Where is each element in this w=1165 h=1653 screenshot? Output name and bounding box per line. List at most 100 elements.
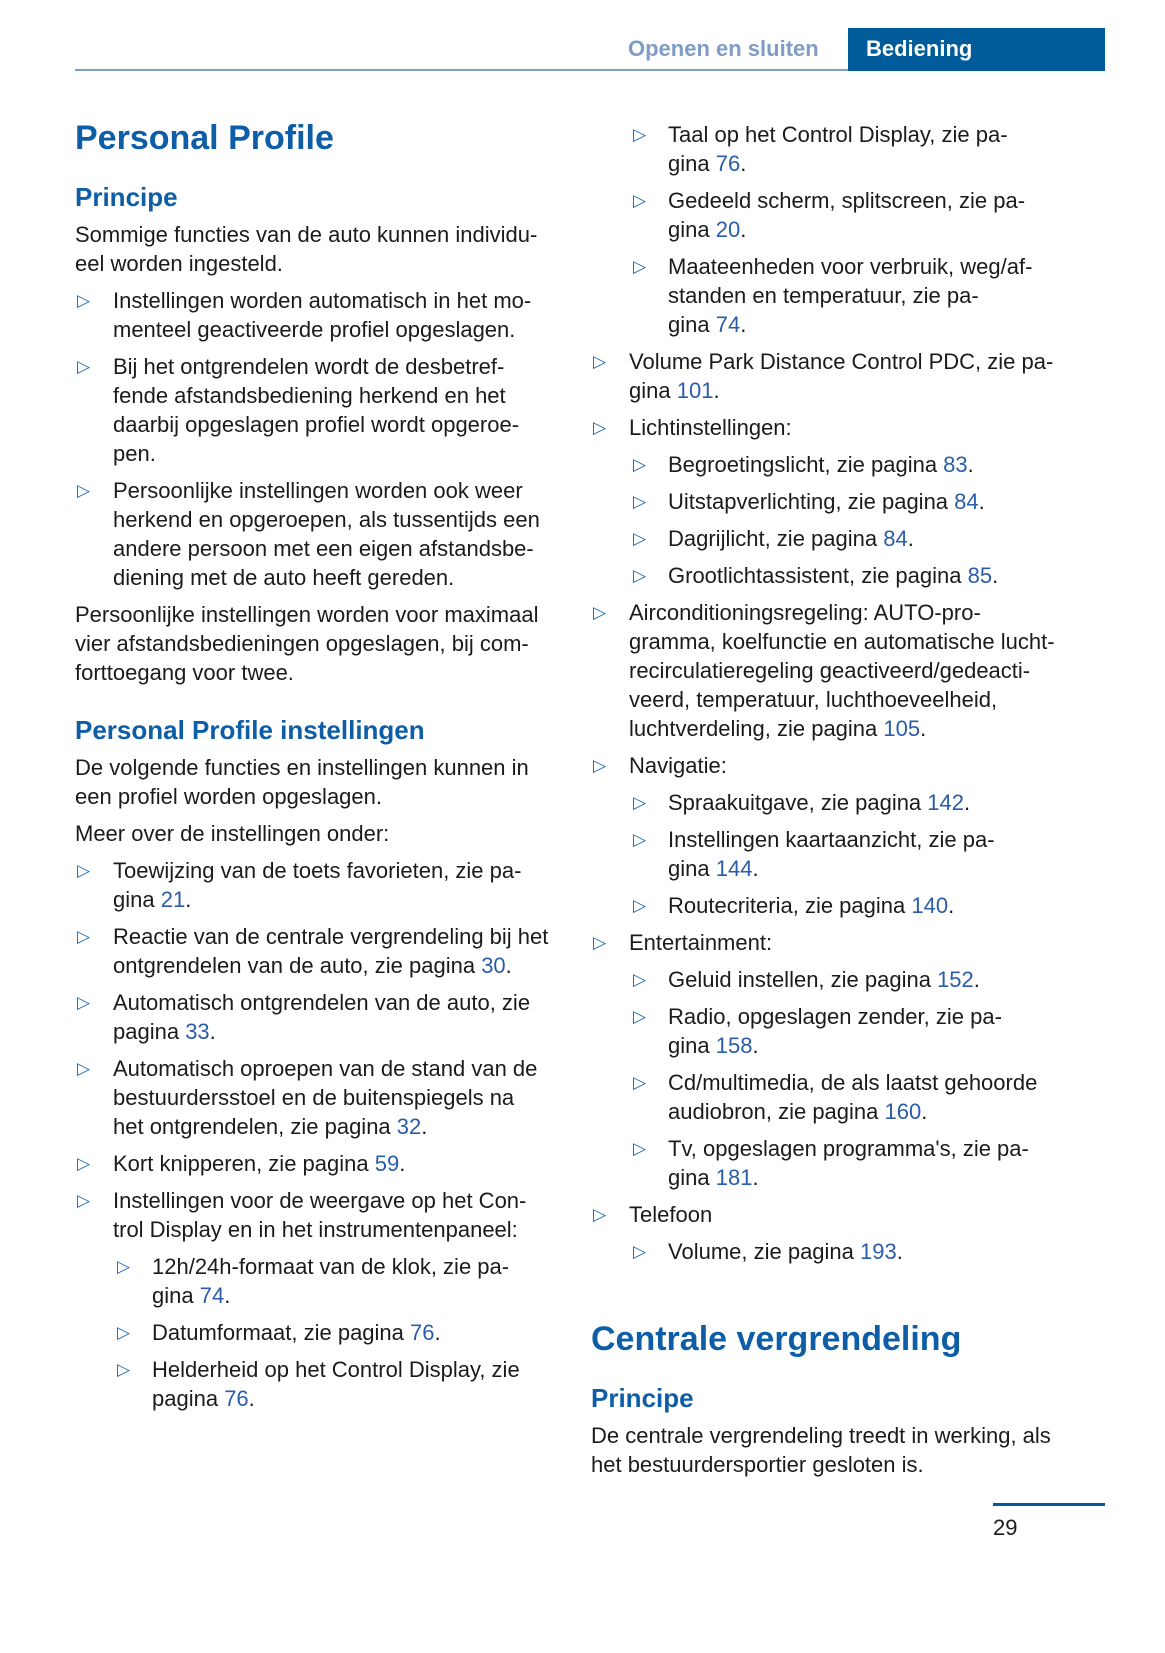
bullet-triangle-icon: ▷ — [593, 933, 607, 952]
header-section-current-label: Bediening — [866, 36, 973, 61]
list-item: ▷ Toewijzing van de toets favorieten, zie… — [75, 856, 575, 914]
period: . — [224, 1283, 231, 1308]
text: Principe — [591, 1383, 694, 1413]
list-item: ▷ Entertainment: — [591, 928, 1091, 957]
page-link[interactable]: 101 — [676, 378, 714, 403]
text-line: Instellingen worden automatisch in het m… — [113, 286, 575, 315]
text-line: Instellingen voor de weergave op het Con… — [113, 1186, 575, 1215]
bullet-triangle-icon: ▷ — [633, 125, 647, 144]
page-link[interactable]: 193 — [860, 1239, 897, 1264]
page-link[interactable]: 160 — [884, 1099, 922, 1124]
text-line: recirculatieregeling geactiveerd/gedeact… — [629, 656, 1091, 685]
text: Grootlichtassistent, zie pagina — [668, 563, 968, 588]
list-item: ▷ Instellingen voor de weergave op het Co… — [75, 1186, 575, 1244]
text: Uitstapverlichting, zie pagina — [668, 489, 955, 514]
text-line: Persoonlijke instellingen worden ook wee… — [113, 476, 575, 505]
period: . — [434, 1320, 441, 1345]
page-link[interactable]: 30 — [481, 953, 506, 978]
page-link[interactable]: 59 — [374, 1151, 400, 1176]
page-link[interactable]: 74 — [199, 1283, 225, 1308]
page-link[interactable]: 33 — [185, 1019, 210, 1044]
page-link[interactable]: 152 — [937, 967, 974, 992]
text-line: Personal Profile — [75, 118, 575, 158]
period: . — [505, 953, 512, 978]
text-line: herkend en opgeroepen, als tussentijds e… — [113, 505, 575, 534]
page-link[interactable]: 76 — [715, 151, 741, 176]
sub-list-item: ▷ Uitstapverlichting, zie pagina 84. — [591, 487, 1091, 516]
bullet-triangle-icon: ▷ — [117, 1257, 131, 1276]
list-item: ▷ Bij het ontgrendelen wordt de desbetref… — [75, 352, 575, 468]
bullet-triangle-icon: ▷ — [633, 455, 647, 474]
text: Sommige functies van de auto kunnen indi… — [75, 222, 538, 247]
page-link[interactable]: 142 — [927, 790, 965, 815]
text-line: pagina 76. — [152, 1384, 575, 1413]
sub-list-item: ▷ Routecriteria, zie pagina 140. — [591, 891, 1091, 920]
text-line: een profiel worden opgeslagen. — [75, 782, 575, 811]
text: gina — [668, 312, 716, 337]
page-link[interactable]: 20 — [715, 217, 741, 242]
text-line: Spraakuitgave, zie pagina 142. — [668, 788, 1091, 817]
bullet-triangle-icon: ▷ — [633, 1242, 647, 1261]
text: pagina — [113, 1019, 186, 1044]
page-link[interactable]: 158 — [715, 1033, 753, 1058]
list-item: ▷ Kort knipperen, zie pagina 59. — [75, 1149, 575, 1178]
page-link[interactable]: 85 — [967, 563, 993, 588]
right-column: ▷ Taal op het Control Display, zie pa-gin… — [591, 120, 1091, 1479]
text-line: Entertainment: — [629, 928, 1091, 957]
page-link[interactable]: 105 — [883, 716, 921, 741]
text: herkend en opgeroepen, als tussentijds e… — [113, 507, 540, 532]
text-line: ontgrendelen van de auto, zie pagina 30. — [113, 951, 575, 980]
page-link[interactable]: 74 — [715, 312, 741, 337]
text: standen en temperatuur, zie pa- — [668, 283, 979, 308]
text: Automatisch oproepen van de stand van de — [113, 1056, 538, 1081]
header-section-current[interactable]: Bediening — [848, 28, 1105, 71]
text: gina — [668, 217, 716, 242]
page-link[interactable]: 181 — [715, 1165, 753, 1190]
page-link[interactable]: 144 — [715, 856, 753, 881]
page-link[interactable]: 32 — [396, 1114, 422, 1139]
text-line: Persoonlijke instellingen worden voor ma… — [75, 600, 575, 629]
text-line: Cd/multimedia, de als laatst gehoorde — [668, 1068, 1091, 1097]
text-line: gina 181. — [668, 1163, 1091, 1192]
period: . — [752, 1165, 759, 1190]
footer-rule — [993, 1503, 1105, 1506]
bullet-triangle-icon: ▷ — [117, 1323, 131, 1342]
text-line: Geluid instellen, zie pagina 152. — [668, 965, 1091, 994]
page-number: 29 — [993, 1515, 1018, 1540]
text-line: Instellingen kaartaanzicht, zie pa- — [668, 825, 1091, 854]
sub-list-item: ▷ Taal op het Control Display, zie pa-gin… — [591, 120, 1091, 178]
page-link[interactable]: 84 — [954, 489, 979, 514]
text: Bij het ontgrendelen wordt de desbetref- — [113, 354, 505, 379]
text: menteel geactiveerde profiel opgeslagen. — [113, 317, 516, 342]
header-rule — [75, 69, 848, 71]
bullet-triangle-icon: ▷ — [633, 896, 647, 915]
text: Lichtinstellingen: — [629, 415, 792, 440]
page-link[interactable]: 76 — [224, 1386, 249, 1411]
text: gina — [668, 1033, 716, 1058]
sub-list-item: ▷ Cd/multimedia, de als laatst gehoorde au… — [591, 1068, 1091, 1126]
page-link[interactable]: 76 — [410, 1320, 435, 1345]
bullet-triangle-icon: ▷ — [633, 529, 647, 548]
bullet-triangle-icon: ▷ — [77, 861, 91, 880]
text: Centrale vergrendeling — [591, 1320, 962, 1358]
text-line: Helderheid op het Control Display, zie — [152, 1355, 575, 1384]
text-line: luchtverdeling, zie pagina 105. — [629, 714, 1091, 743]
page-link[interactable]: 140 — [911, 893, 949, 918]
bullet-triangle-icon: ▷ — [633, 970, 647, 989]
text: pen. — [113, 441, 156, 466]
header-section-prev[interactable]: Openen en sluiten — [628, 36, 819, 61]
text: vier afstandsbedieningen opgeslagen, bij… — [75, 631, 529, 656]
text: trol Display en in het instrumentenpanee… — [113, 1217, 518, 1242]
text-line: eel worden ingesteld. — [75, 249, 575, 278]
text-line: Centrale vergrendeling — [591, 1319, 1091, 1359]
bullet-triangle-icon: ▷ — [77, 1154, 91, 1173]
text-line: gina 21. — [113, 885, 575, 914]
text-line: Datumformaat, zie pagina 76. — [152, 1318, 575, 1347]
text: Dagrijlicht, zie pagina — [668, 526, 884, 551]
page-link[interactable]: 21 — [160, 887, 186, 912]
text-line: Sommige functies van de auto kunnen indi… — [75, 220, 575, 249]
page-link[interactable]: 83 — [943, 452, 968, 477]
text: diening met de auto heeft gereden. — [113, 565, 455, 590]
text-line: Volume, zie pagina 193. — [668, 1237, 1091, 1266]
page-link[interactable]: 84 — [883, 526, 908, 551]
